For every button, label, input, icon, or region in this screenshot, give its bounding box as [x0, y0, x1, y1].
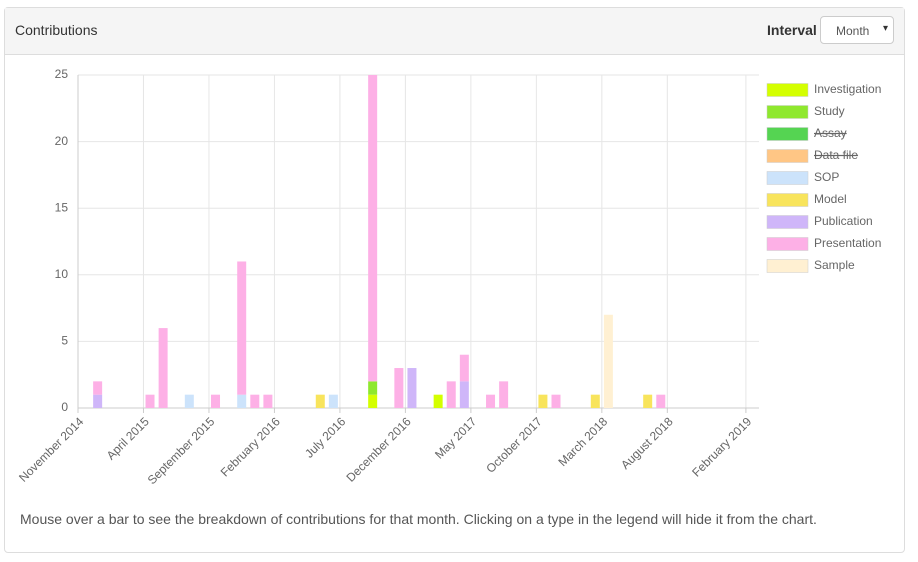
bar-segment [184, 394, 194, 408]
x-tick-label: October 2017 [483, 414, 545, 476]
bar-segment [237, 261, 247, 395]
bar-segment [643, 394, 653, 408]
bar-segment [551, 394, 561, 408]
x-tick-label: November 2014 [16, 414, 87, 485]
bar-segment [446, 381, 456, 408]
x-tick-label: March 2018 [555, 414, 610, 469]
bar-segment [158, 328, 168, 408]
x-tick-label: August 2018 [618, 414, 676, 472]
legend-swatch[interactable] [766, 127, 809, 141]
legend-label[interactable]: SOP [814, 170, 839, 184]
legend-label[interactable]: Model [814, 192, 847, 206]
bar-segment [486, 394, 496, 408]
legend-label[interactable]: Sample [814, 258, 855, 272]
bar-segment [328, 394, 338, 408]
dropdown-arrow: ▾ [882, 23, 888, 34]
x-tick-label: May 2017 [432, 414, 479, 461]
bar-segment [499, 381, 509, 408]
bar-segment [368, 381, 378, 395]
legend-swatch[interactable] [766, 149, 809, 163]
legend-swatch[interactable] [766, 237, 809, 251]
x-tick-label: February 2019 [689, 414, 754, 479]
interval-select[interactable]: Month ▾ [820, 16, 894, 44]
bar-segment [538, 394, 548, 408]
bar-segment [250, 394, 260, 408]
legend-swatch[interactable] [766, 215, 809, 229]
bar-segment [315, 394, 325, 408]
legend-label[interactable]: Publication [814, 214, 873, 228]
panel-header: Contributions Interval Month ▾ [5, 8, 904, 55]
legend-swatch[interactable] [766, 259, 809, 273]
legend-label[interactable]: Study [814, 104, 845, 118]
bar-segment [459, 381, 469, 408]
legend-label[interactable]: Assay [814, 126, 847, 140]
bar-segment [93, 381, 103, 395]
bar-segment [394, 368, 404, 408]
bar-segment [145, 394, 155, 408]
legend-swatch[interactable] [766, 171, 809, 185]
bar-segment [93, 394, 103, 408]
legend-swatch[interactable] [766, 105, 809, 119]
interval-label: Interval [767, 22, 817, 38]
bar-segment [590, 394, 600, 408]
y-tick-label: 5 [61, 334, 68, 348]
legend-label[interactable]: Data file [814, 148, 858, 162]
bar-segment [407, 368, 417, 408]
bar-segment [211, 394, 221, 408]
bar-segment [368, 75, 378, 382]
y-tick-label: 10 [55, 267, 69, 281]
bar-segment [433, 394, 443, 408]
bar-segment [656, 394, 666, 408]
legend-swatch[interactable] [766, 193, 809, 207]
bar-segment [263, 394, 273, 408]
y-tick-label: 25 [55, 67, 69, 81]
x-tick-label: April 2015 [104, 414, 152, 462]
x-tick-label: July 2016 [302, 414, 348, 460]
bar-segment [368, 394, 378, 408]
interval-value: Month [836, 24, 870, 38]
bar-segment [237, 394, 247, 408]
x-tick-label: December 2016 [343, 414, 414, 485]
x-tick-label: February 2016 [218, 414, 283, 479]
legend-label[interactable]: Presentation [814, 236, 881, 250]
bar-segment [603, 314, 613, 408]
bar-segment [459, 354, 469, 382]
y-tick-label: 15 [55, 200, 69, 214]
panel: Contributions Interval Month ▾ [4, 7, 905, 553]
panel-title: Contributions [15, 22, 98, 38]
y-tick-label: 20 [55, 134, 69, 148]
chart-note: Mouse over a bar to see the breakdown of… [20, 511, 817, 527]
y-tick-label: 0 [61, 400, 68, 414]
legend-label[interactable]: Investigation [814, 82, 881, 96]
x-tick-label: September 2015 [145, 414, 218, 487]
legend-swatch[interactable] [766, 83, 809, 97]
